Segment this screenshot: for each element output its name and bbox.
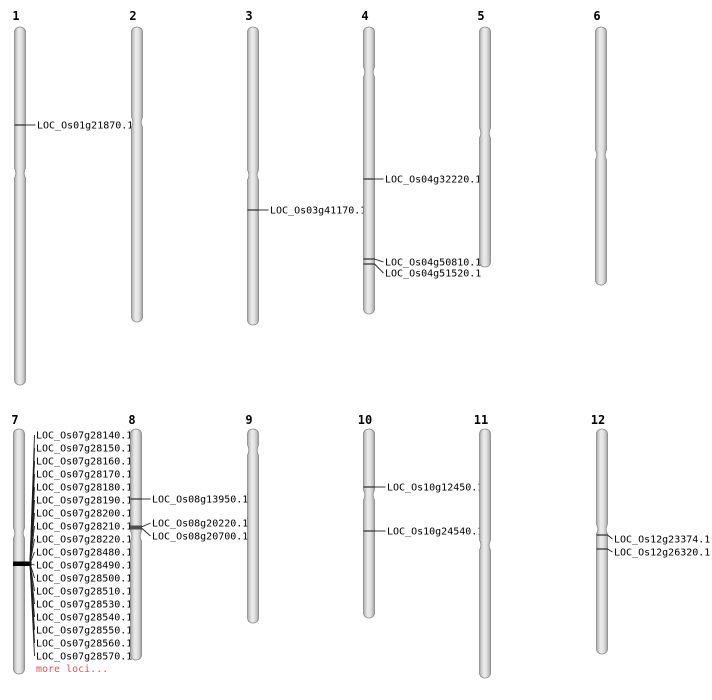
chromosome-number: 2 <box>129 9 136 23</box>
chromosome-6-group: 6 <box>593 9 607 286</box>
locus-connector-line <box>374 258 384 263</box>
locus-cluster-band <box>13 561 32 566</box>
locus-label[interactable]: LOC_Os07g28490.1 <box>36 561 132 572</box>
chromosome-bar <box>479 26 491 268</box>
locus-connector-line <box>141 527 151 537</box>
chromosome-bar <box>247 428 259 624</box>
chromosomes-layer: 1 LOC_Os01g21870.1 2 3 LOC_Os03g41170.1 4 LOC_… <box>11 9 710 679</box>
locus-label[interactable]: LOC_Os01g21870.1 <box>37 121 133 132</box>
chromosome-number: 10 <box>358 413 372 427</box>
locus-label[interactable]: LOC_Os07g28540.1 <box>36 613 132 624</box>
locus-label[interactable]: LOC_Os07g28560.1 <box>36 639 132 650</box>
locus-connector-line <box>141 522 151 528</box>
locus-label[interactable]: LOC_Os03g41170.1 <box>270 206 366 217</box>
locus-label[interactable]: LOC_Os07g28150.1 <box>36 444 132 455</box>
chromosome-number: 8 <box>128 413 135 427</box>
locus-label[interactable]: LOC_Os04g32220.1 <box>385 175 481 186</box>
chromosome-1-group: 1 LOC_Os01g21870.1 <box>12 9 133 386</box>
chromosome-10-group: 10 LOC_Os10g12450.1 LOC_Os10g24540.1 <box>358 413 483 619</box>
locus-label[interactable]: LOC_Os10g24540.1 <box>387 527 483 538</box>
chromosome-bar <box>596 428 608 655</box>
chromosome-4-group: 4 LOC_Os04g32220.1 LOC_Os04g50810.1LOC_Os0… <box>361 9 481 315</box>
locus-label[interactable]: LOC_Os07g28200.1 <box>36 509 132 520</box>
chromosome-number: 9 <box>245 413 252 427</box>
chromosome-bar <box>130 428 142 661</box>
locus-label[interactable]: LOC_Os07g28550.1 <box>36 626 132 637</box>
locus-label[interactable]: LOC_Os07g28210.1 <box>36 522 132 533</box>
chromosome-number: 5 <box>477 9 484 23</box>
locus-label[interactable]: LOC_Os07g28170.1 <box>36 470 132 481</box>
locus-label[interactable]: LOC_Os07g28510.1 <box>36 587 132 598</box>
more-loci-link[interactable]: more loci... <box>36 664 108 675</box>
locus-label[interactable]: LOC_Os04g50810.1 <box>385 258 481 269</box>
locus-label[interactable]: LOC_Os07g28500.1 <box>36 574 132 585</box>
chromosome-number: 11 <box>474 413 488 427</box>
chromosome-bar <box>13 428 25 675</box>
chromosome-bar <box>14 26 26 386</box>
locus-label[interactable]: LOC_Os08g20700.1 <box>152 532 248 543</box>
chromosome-11-group: 11 <box>474 413 491 679</box>
chromosome-bar <box>247 26 259 326</box>
locus-label[interactable]: LOC_Os07g28220.1 <box>36 535 132 546</box>
locus-label[interactable]: LOC_Os07g28570.1 <box>36 652 132 663</box>
chromosome-number: 6 <box>593 9 600 23</box>
chromosome-number: 1 <box>12 9 19 23</box>
locus-label[interactable]: LOC_Os08g13950.1 <box>152 495 248 506</box>
locus-connector-line <box>29 538 35 564</box>
locus-label[interactable]: LOC_Os07g28140.1 <box>36 431 132 442</box>
locus-label[interactable]: LOC_Os07g28480.1 <box>36 548 132 559</box>
locus-label[interactable]: LOC_Os07g28180.1 <box>36 483 132 494</box>
locus-connector-line <box>29 551 35 564</box>
chromosome-5-group: 5 <box>477 9 491 268</box>
chromosome-9-group: 9 <box>245 413 259 624</box>
chromosome-7-group: 7 LOC_Os07g28140.1 LOC_Os07g28150.1 LOC_Os0… <box>11 413 132 675</box>
locus-label[interactable]: LOC_Os07g28530.1 <box>36 600 132 611</box>
locus-label[interactable]: LOC_Os12g26320.1 <box>614 548 710 559</box>
chromosome-2-group: 2 <box>129 9 143 323</box>
locus-connector-line <box>607 534 613 540</box>
locus-label[interactable]: LOC_Os08g20220.1 <box>152 519 248 530</box>
chromosome-bar <box>479 428 491 679</box>
chromosome-number: 7 <box>11 413 18 427</box>
locus-connector-line <box>29 563 35 566</box>
locus-density-band <box>130 525 142 530</box>
locus-label[interactable]: LOC_Os04g51520.1 <box>385 269 481 280</box>
chromosome-12-group: 12 LOC_Os12g23374.1 LOC_Os12g26320.1 <box>591 413 710 655</box>
locus-label[interactable]: LOC_Os07g28160.1 <box>36 457 132 468</box>
chromosome-bar <box>363 26 375 315</box>
chromosome-bar <box>595 26 607 286</box>
locus-label[interactable]: LOC_Os12g23374.1 <box>614 535 710 546</box>
locus-connector-line <box>374 263 384 274</box>
locus-label[interactable]: LOC_Os07g28190.1 <box>36 496 132 507</box>
chromosome-8-group: 8 LOC_Os08g13950.1 LOC_Os08g20220.1 LOC_Os0… <box>128 413 248 661</box>
chromosome-3-group: 3 LOC_Os03g41170.1 <box>245 9 366 326</box>
locus-connector-line <box>607 548 613 553</box>
chromosome-bar <box>131 26 143 323</box>
chromosome-number: 3 <box>245 9 252 23</box>
locus-label[interactable]: LOC_Os10g12450.1 <box>387 483 483 494</box>
chromosome-number: 12 <box>591 413 605 427</box>
locus-connector-line <box>29 563 35 657</box>
chromosome-number: 4 <box>361 9 368 23</box>
chromosome-bar <box>363 428 375 619</box>
